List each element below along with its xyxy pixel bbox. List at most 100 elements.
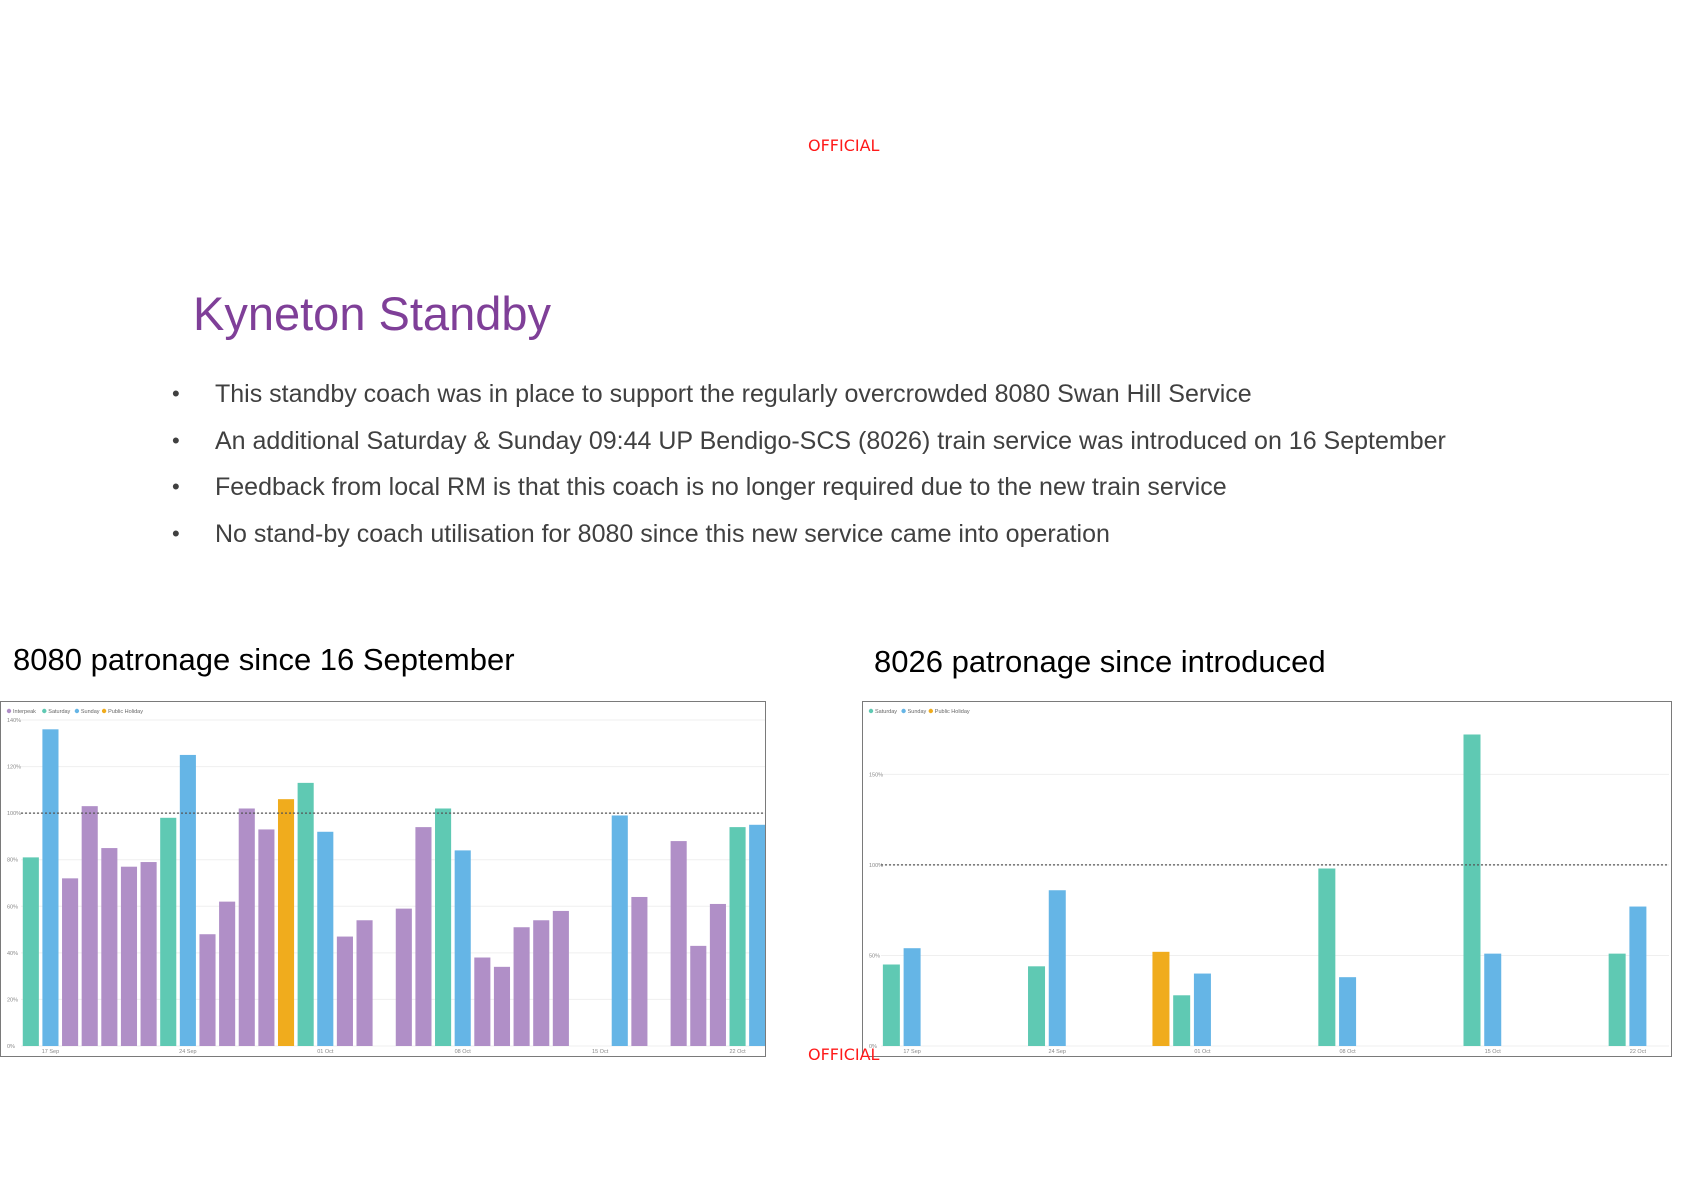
- classification-label-bottom: OFFICIAL: [808, 1045, 880, 1064]
- x-tick-label: 01 Oct: [317, 1049, 334, 1055]
- legend-label: Saturday: [875, 709, 897, 715]
- chart-bar: [1339, 977, 1357, 1046]
- chart-bar: [631, 896, 648, 1046]
- legend-marker: [901, 708, 906, 714]
- chart-bar: [395, 908, 412, 1046]
- chart-bar: [552, 910, 569, 1046]
- chart-bar: [297, 782, 314, 1046]
- x-tick-label: 24 Sep: [179, 1049, 196, 1055]
- chart-bar: [120, 866, 138, 1046]
- chart-bar: [1318, 868, 1336, 1046]
- y-tick-label: 150%: [869, 772, 883, 778]
- chart-bar: [160, 817, 177, 1046]
- bullet-icon: •: [172, 381, 180, 406]
- y-tick-label: 100%: [869, 863, 883, 869]
- chart-bar: [238, 808, 255, 1046]
- chart-8080-patronage: Interpeak Saturday Sunday Public Holiday 0% 2…: [0, 701, 766, 1057]
- legend-marker: [42, 708, 47, 714]
- chart-bar: [690, 945, 707, 1046]
- bullet-text: This standby coach was in place to suppo…: [215, 380, 1252, 408]
- x-tick-label: 24 Sep: [1049, 1049, 1066, 1055]
- legend-marker: [101, 708, 107, 714]
- chart-bar: [336, 936, 353, 1046]
- chart-bar: [356, 920, 373, 1046]
- chart-bar: [22, 857, 39, 1046]
- chart-bar: [709, 903, 726, 1046]
- chart-bar: [1629, 906, 1647, 1046]
- chart-bar: [1608, 953, 1626, 1046]
- legend-label: Interpeak: [13, 709, 36, 715]
- chart-bar: [1484, 953, 1502, 1046]
- legend-label: Sunday: [908, 709, 927, 715]
- bullet-text: Feedback from local RM is that this coac…: [215, 473, 1227, 501]
- x-tick-label: 22 Oct: [1630, 1049, 1647, 1055]
- chart-bar: [101, 848, 118, 1046]
- chart-bar: [415, 827, 432, 1046]
- chart-bar: [1463, 734, 1481, 1046]
- chart-bar: [513, 927, 530, 1046]
- y-tick-label: 120%: [7, 765, 21, 771]
- legend-label: Public Holiday: [935, 709, 970, 715]
- x-tick-label: 15 Oct: [592, 1049, 609, 1055]
- chart-bar: [729, 827, 746, 1046]
- chart-bar: [533, 920, 550, 1046]
- bullet-text: No stand-by coach utilisation for 8080 s…: [215, 519, 1110, 548]
- legend-label: Saturday: [48, 709, 70, 715]
- chart-bar: [62, 878, 79, 1046]
- chart-bar: [140, 862, 157, 1046]
- x-tick-label: 08 Oct: [455, 1049, 472, 1055]
- chart-bar: [179, 754, 196, 1046]
- chart-bar: [611, 815, 628, 1046]
- chart-bar: [493, 966, 511, 1046]
- chart-bar: [1193, 973, 1211, 1046]
- slide-title: Kyneton Standby: [193, 287, 551, 340]
- y-tick-label: 140%: [7, 718, 21, 724]
- y-tick-label: 40%: [7, 951, 18, 957]
- x-tick-label: 17 Sep: [42, 1049, 59, 1055]
- chart-bar: [749, 824, 765, 1046]
- x-tick-label: 01 Oct: [1194, 1049, 1211, 1055]
- chart-bar: [317, 831, 334, 1046]
- bullet-icon: •: [172, 520, 180, 546]
- chart-heading-8026: 8026 patronage since introduced: [874, 644, 1326, 679]
- chart-bar: [277, 799, 295, 1046]
- y-tick-label: 100%: [7, 811, 21, 817]
- chart-heading-8080: 8080 patronage since 16 September: [13, 642, 515, 677]
- bullet-item: • An additional Saturday & Sunday 09:44 …: [172, 423, 1446, 470]
- bullet-item: • Feedback from local RM is that this co…: [172, 469, 1446, 516]
- legend-marker: [868, 708, 874, 714]
- bullet-item: • This standby coach was in place to sup…: [172, 376, 1446, 423]
- bullet-icon: •: [172, 474, 180, 499]
- x-tick-label: 17 Sep: [903, 1049, 920, 1055]
- legend-label: Sunday: [81, 709, 100, 715]
- chart-bar: [435, 808, 452, 1046]
- y-tick-label: 0%: [869, 1044, 877, 1050]
- chart-bar: [42, 729, 59, 1046]
- x-tick-label: 15 Oct: [1485, 1049, 1502, 1055]
- chart-bar: [219, 901, 236, 1046]
- chart-8080-svg: Interpeak Saturday Sunday Public Holiday 0% 2…: [6, 708, 765, 1055]
- bullet-text: An additional Saturday & Sunday 09:44 UP…: [215, 426, 1446, 455]
- chart-bar: [81, 806, 98, 1046]
- legend-label: Public Holiday: [108, 709, 143, 715]
- chart-8026-patronage: Saturday Sunday Public Holiday 0% 50% 100% 150…: [862, 701, 1672, 1057]
- y-tick-label: 0%: [7, 1044, 15, 1050]
- chart-bar: [882, 964, 900, 1046]
- y-tick-label: 60%: [7, 904, 18, 910]
- y-tick-label: 80%: [7, 858, 18, 864]
- y-tick-label: 50%: [869, 953, 880, 959]
- chart-bar: [1173, 995, 1191, 1046]
- legend-marker: [74, 708, 80, 714]
- chart-bar: [670, 841, 687, 1046]
- legend-marker: [928, 708, 933, 714]
- chart-bar: [454, 850, 471, 1046]
- chart-bar: [1152, 951, 1170, 1046]
- chart-bar: [903, 948, 921, 1046]
- x-tick-label: 08 Oct: [1339, 1049, 1356, 1055]
- legend-marker: [6, 708, 12, 714]
- chart-8026-svg: Saturday Sunday Public Holiday 0% 50% 100% 150…: [868, 708, 1669, 1055]
- chart-bar: [1048, 890, 1066, 1046]
- bullet-item: • No stand-by coach utilisation for 8080…: [172, 516, 1446, 563]
- x-tick-label: 22 Oct: [729, 1049, 746, 1055]
- chart-bar: [258, 829, 275, 1046]
